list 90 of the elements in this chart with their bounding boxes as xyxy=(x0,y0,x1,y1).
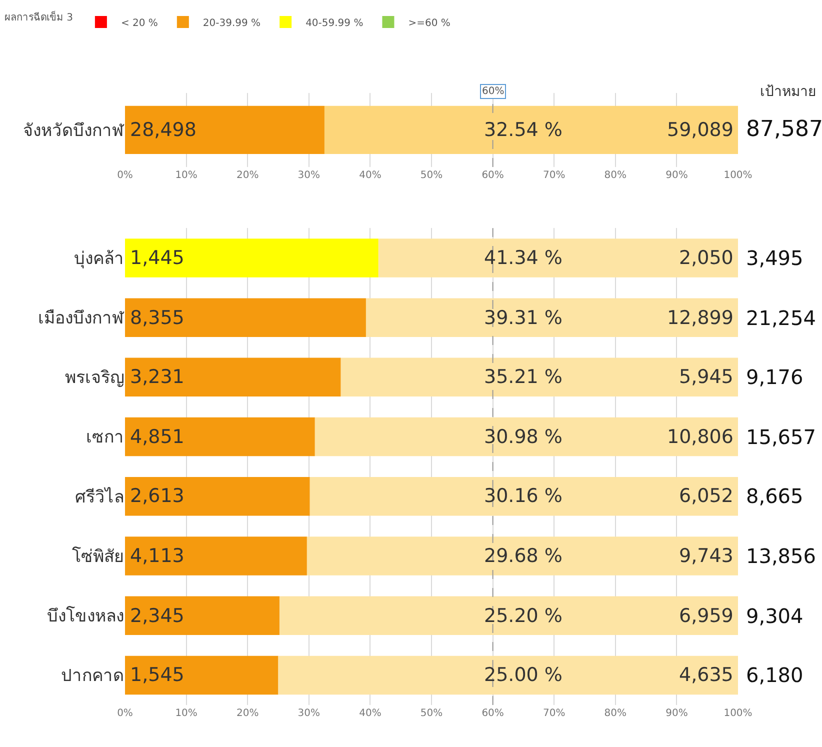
x-tick-label: 0% xyxy=(117,708,133,720)
x-tick-label: 30% xyxy=(298,708,320,720)
text: 8,665 xyxy=(746,484,804,508)
bar xyxy=(125,477,310,516)
x-tick-label: 50% xyxy=(420,708,443,720)
y-tick-label: ศรีวิไล xyxy=(75,486,124,508)
text: 87,587 xyxy=(746,117,822,142)
y-tick-label: บุ่งคล้า xyxy=(74,248,124,269)
text: 15,657 xyxy=(746,425,816,449)
text: 21,254 xyxy=(746,306,816,330)
bar xyxy=(366,298,738,337)
bar xyxy=(125,417,315,456)
text: เป้าหมาย xyxy=(760,84,816,100)
bar xyxy=(340,358,738,397)
x-tick-label: 0% xyxy=(117,170,133,181)
x-tick-label: 90% xyxy=(666,170,688,181)
x-tick-label: 80% xyxy=(604,170,627,181)
x-tick-label: 70% xyxy=(542,708,566,720)
x-tick-label: 10% xyxy=(175,708,198,720)
y-tick-label: ปากคาด xyxy=(61,666,124,686)
text: 9,176 xyxy=(746,365,804,389)
bar xyxy=(125,298,366,337)
y-tick-label: เมืองบึงกาฬ xyxy=(38,308,125,329)
x-tick-label: 80% xyxy=(604,708,627,720)
annotation: 41.34 % xyxy=(484,247,562,269)
annotation: 3,231 xyxy=(130,366,184,388)
x-tick-label: 20% xyxy=(236,170,259,181)
bar xyxy=(310,477,738,516)
x-tick-label: 60% xyxy=(482,708,504,720)
legend-label: 20-39.99 % xyxy=(202,18,261,29)
annotation: 5,945 xyxy=(679,366,734,388)
bar xyxy=(278,656,738,695)
x-tick-label: 50% xyxy=(420,170,443,181)
annotation: 8,355 xyxy=(130,307,184,329)
bar xyxy=(378,238,738,278)
annotation: 30.16 % xyxy=(484,485,562,507)
annotation: 4,113 xyxy=(130,545,184,567)
annotation: 29.68 % xyxy=(484,545,562,567)
ref-line-label: 60% xyxy=(482,86,504,97)
x-tick-label: 70% xyxy=(542,170,566,181)
text: 9,304 xyxy=(746,604,804,628)
bar xyxy=(279,596,738,635)
y-tick-label: บึงโขงหลง xyxy=(47,606,124,627)
y-tick-label: พรเจริญ xyxy=(65,368,124,388)
bar xyxy=(306,536,738,576)
bar xyxy=(125,656,278,695)
y-tick-label: โซ่พิสัย xyxy=(72,546,124,567)
annotation: 1,545 xyxy=(130,664,184,686)
x-tick-label: 40% xyxy=(359,170,382,181)
x-tick-label: 100% xyxy=(724,170,752,181)
legend-label: >=60 % xyxy=(408,18,450,29)
legend-label: 40-59.99 % xyxy=(306,18,364,29)
text: 13,856 xyxy=(746,544,816,568)
annotation: 28,498 xyxy=(130,119,196,141)
annotation: 25.20 % xyxy=(484,605,562,627)
annotation: 32.54 % xyxy=(484,119,562,141)
annotation: 1,445 xyxy=(130,247,184,269)
bar xyxy=(125,596,280,635)
bar xyxy=(125,536,307,576)
x-tick-label: 20% xyxy=(236,708,259,720)
legend-label: < 20 % xyxy=(120,18,158,29)
annotation: 35.21 % xyxy=(484,366,562,388)
annotation: 2,050 xyxy=(679,247,734,269)
annotation: 30.98 % xyxy=(484,426,562,448)
annotation: 4,635 xyxy=(679,664,734,686)
annotation: 25.00 % xyxy=(484,664,562,686)
annotation: 10,806 xyxy=(667,426,734,448)
y-tick-label: เซกา xyxy=(86,428,124,448)
annotation: 4,851 xyxy=(130,426,184,448)
bar xyxy=(314,417,738,456)
annotation: 6,959 xyxy=(679,605,734,627)
text: 3,495 xyxy=(746,246,804,270)
annotation: 9,743 xyxy=(679,545,734,567)
annotation: 12,899 xyxy=(667,307,734,329)
annotation: 39.31 % xyxy=(484,307,562,329)
bar xyxy=(125,238,378,278)
x-tick-label: 100% xyxy=(724,708,752,720)
annotation: 59,089 xyxy=(667,119,734,141)
legend-title: ผลการฉีดเข็ม 3 xyxy=(4,9,73,24)
bar xyxy=(125,358,341,397)
x-tick-label: 60% xyxy=(482,170,504,181)
x-tick-label: 40% xyxy=(359,708,382,720)
x-tick-label: 30% xyxy=(298,170,320,181)
annotation: 6,052 xyxy=(679,485,734,507)
x-tick-label: 10% xyxy=(175,170,198,181)
annotation: 2,613 xyxy=(130,485,184,507)
text: 6,180 xyxy=(746,663,804,687)
y-tick-label: จังหวัดบึงกาฬ xyxy=(23,120,125,141)
annotation: 2,345 xyxy=(130,605,184,627)
x-tick-label: 90% xyxy=(666,708,688,720)
